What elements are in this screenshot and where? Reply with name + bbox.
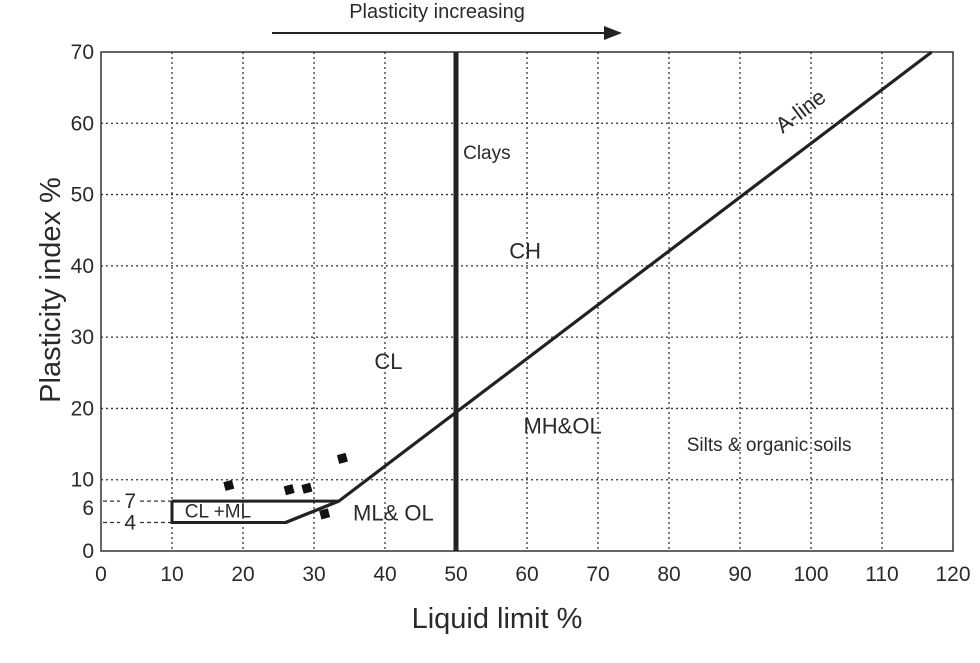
data-point-1 [283,484,295,496]
x-tick-label-50: 50 [444,563,467,586]
x-tick-label-10: 10 [160,563,183,586]
grid-lines [101,52,953,551]
x-tick-label-0: 0 [95,563,107,586]
x-tick-label-80: 80 [657,563,680,586]
x-tick-label-110: 110 [865,563,898,586]
x-tick-label-70: 70 [586,563,609,586]
y-tick-label-70: 70 [71,41,94,64]
y-tick-label-40: 40 [71,255,94,278]
y-tick-label-10: 10 [71,469,94,492]
data-point-0 [223,479,235,491]
region-label-4: Silts & organic soils [687,435,852,456]
x-tick-label-100: 100 [793,563,828,586]
data-point-4 [336,452,348,464]
x-tick-label-30: 30 [302,563,325,586]
plasticity-arrow-icon [272,26,622,40]
axes: 0 10 20 30 40 50 60 70 80 90 100 110 120 0 10 20 30 40 50 6… [71,41,971,586]
region-label-0: Clays [463,143,511,164]
y-axis-label: Plasticity index % [35,177,67,403]
data-point-2 [301,482,313,494]
y-tick-label-0: 0 [82,540,94,563]
x-tick-label-20: 20 [231,563,254,586]
region-label-1: CH [509,239,541,264]
y-tick-label-50: 50 [71,184,94,207]
chart-lines [285,50,933,551]
y-tick-label-30: 30 [71,326,94,349]
x-tick-label-120: 120 [935,563,970,586]
y-tick-label-20: 20 [71,397,94,420]
x-axis-label: Liquid limit % [412,603,583,635]
region-label-2: CL [374,349,402,374]
chart-labels: Clays CH CL MH&OL Silts & organic soils ML& O… [185,84,852,525]
data-point-3 [319,508,331,520]
y-extra-tick-label-7: 7 [124,490,136,513]
a-line-label: A-line [771,84,831,138]
cl-ml-zone-label: CL +ML [185,501,251,522]
data-points [223,452,348,520]
a-line [285,50,933,524]
x-tick-label-60: 60 [515,563,538,586]
plasticity-increasing-label: Plasticity increasing [349,1,525,23]
plot-frame [100,51,954,552]
region-label-3: MH&OL [523,413,601,438]
x-tick-label-40: 40 [373,563,396,586]
region-label-5: ML& OL [353,500,434,525]
y-extra-tick-label-6: 6 [82,497,94,520]
y-tick-label-60: 60 [71,112,94,135]
y-extra-tick-label-4: 4 [124,511,136,534]
x-tick-label-90: 90 [728,563,751,586]
